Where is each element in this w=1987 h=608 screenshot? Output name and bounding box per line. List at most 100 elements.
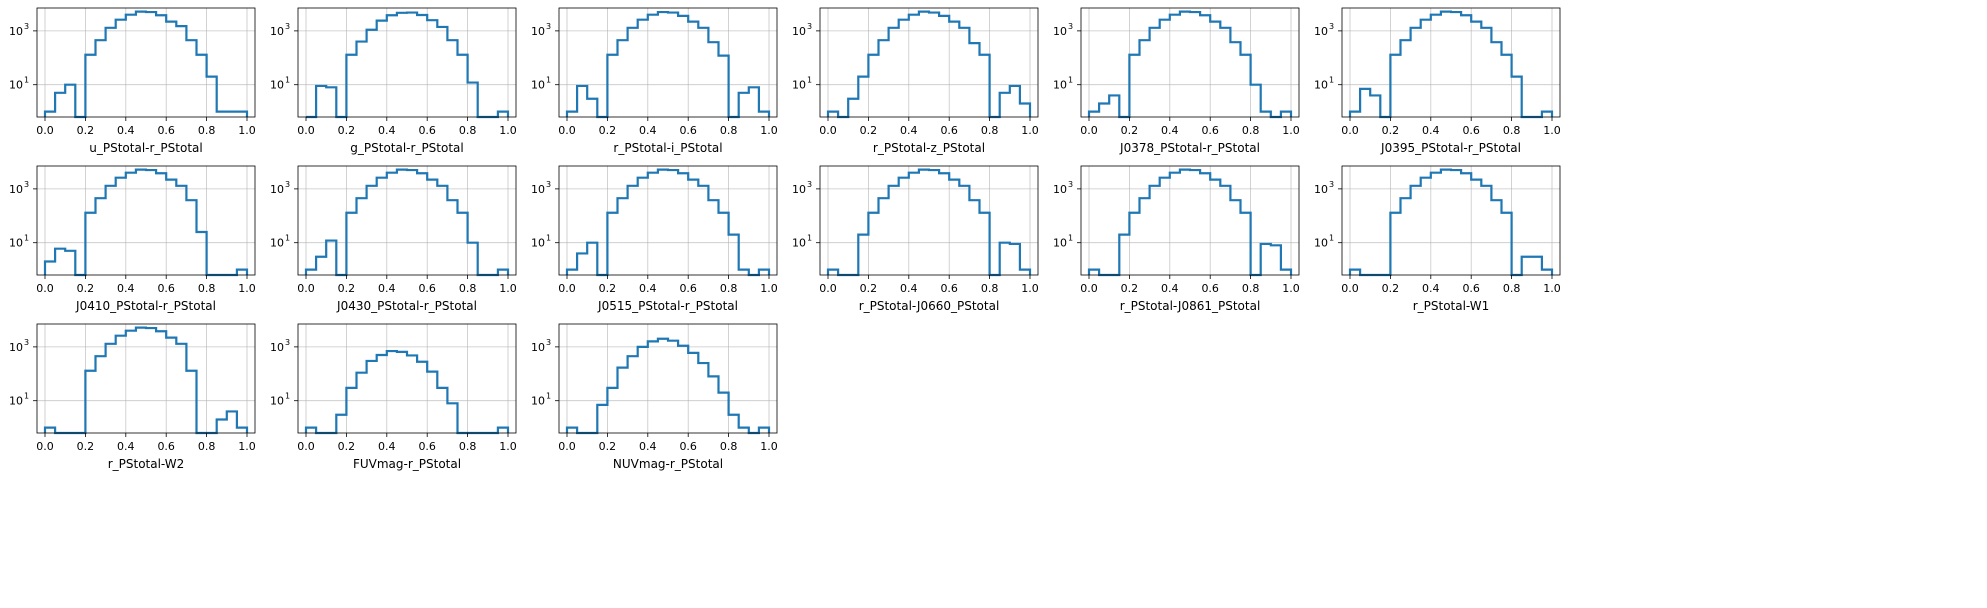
x-tick-label: 0.6 (679, 440, 697, 453)
histogram-step-line (43, 168, 249, 277)
y-tick-label: 10 (9, 25, 23, 38)
histogram-panel-7: 0.0 0.2 0.4 0.6 0.8 1.010 110 3J0410_PStotal-r_… (9, 165, 256, 313)
histogram-panel-6: 0.0 0.2 0.4 0.6 0.8 1.010 110 3J0395_PStotal-r_… (1314, 7, 1561, 155)
y-tick-exponent: 3 (24, 338, 29, 347)
x-tick-label: 0.4 (378, 124, 396, 137)
histogram-step-line (1087, 10, 1293, 119)
x-tick-label: 0.0 (36, 282, 54, 295)
x-tick-label: 0.6 (157, 282, 175, 295)
y-tick-label: 10 (1314, 183, 1328, 196)
x-axis-label: r_PStotal-J0861_PStotal (1120, 299, 1261, 313)
axes-frame (558, 165, 778, 276)
x-axis-label: FUVmag-r_PStotal (353, 457, 461, 471)
x-axis-label: r_PStotal-i_PStotal (613, 141, 722, 155)
y-tick-exponent: 3 (1068, 180, 1073, 189)
axes-frame (819, 7, 1039, 118)
x-tick-label: 0.6 (1462, 282, 1480, 295)
y-tick-exponent: 3 (24, 180, 29, 189)
axes-frame (36, 7, 256, 118)
y-tick-label: 10 (792, 237, 806, 250)
x-axis-label: J0430_PStotal-r_PStotal (336, 299, 477, 313)
y-tick-label: 10 (9, 237, 23, 250)
x-tick-label: 0.2 (77, 124, 95, 137)
x-tick-label: 1.0 (238, 282, 256, 295)
y-tick-label: 10 (1314, 79, 1328, 92)
x-tick-label: 0.4 (117, 124, 135, 137)
x-tick-label: 0.4 (1422, 124, 1440, 137)
x-tick-label: 0.4 (1161, 124, 1179, 137)
y-tick-label: 10 (9, 79, 23, 92)
x-tick-label: 0.6 (418, 282, 436, 295)
x-tick-label: 0.8 (198, 440, 216, 453)
y-tick-exponent: 1 (1068, 76, 1073, 85)
x-tick-label: 0.6 (1462, 124, 1480, 137)
x-tick-label: 0.8 (720, 440, 738, 453)
x-tick-label: 0.0 (36, 440, 54, 453)
x-tick-label: 0.0 (819, 282, 837, 295)
x-tick-label: 1.0 (499, 124, 517, 137)
y-tick-exponent: 3 (1329, 22, 1334, 31)
x-tick-label: 1.0 (760, 124, 778, 137)
x-tick-label: 0.2 (599, 440, 617, 453)
histogram-step-line (826, 10, 1032, 119)
x-tick-label: 0.8 (1242, 124, 1260, 137)
y-tick-label: 10 (1314, 25, 1328, 38)
x-tick-label: 0.2 (1121, 124, 1139, 137)
x-tick-label: 1.0 (1021, 282, 1039, 295)
histogram-step-line (1348, 168, 1554, 277)
y-tick-exponent: 3 (807, 22, 812, 31)
y-tick-exponent: 1 (807, 76, 812, 85)
x-tick-label: 0.8 (1503, 282, 1521, 295)
x-tick-label: 0.8 (459, 440, 477, 453)
y-tick-exponent: 3 (285, 338, 290, 347)
x-tick-label: 0.0 (558, 124, 576, 137)
histogram-step-line (304, 168, 510, 277)
x-tick-label: 0.2 (77, 282, 95, 295)
x-tick-label: 0.4 (639, 124, 657, 137)
x-tick-label: 0.0 (1080, 124, 1098, 137)
x-tick-label: 1.0 (1282, 124, 1300, 137)
x-tick-label: 0.8 (981, 124, 999, 137)
y-tick-exponent: 1 (546, 76, 551, 85)
y-tick-exponent: 1 (24, 392, 29, 401)
x-tick-label: 1.0 (1543, 282, 1561, 295)
y-tick-exponent: 1 (1068, 234, 1073, 243)
y-tick-label: 10 (531, 25, 545, 38)
x-tick-label: 0.0 (558, 282, 576, 295)
x-tick-label: 0.0 (36, 124, 54, 137)
x-tick-label: 0.4 (378, 282, 396, 295)
y-tick-label: 10 (270, 25, 284, 38)
x-axis-label: J0395_PStotal-r_PStotal (1380, 141, 1521, 155)
histogram-step-line (565, 337, 771, 435)
x-tick-label: 0.0 (819, 124, 837, 137)
x-tick-label: 0.4 (639, 440, 657, 453)
histogram-step-line (565, 10, 771, 119)
y-tick-label: 10 (792, 183, 806, 196)
x-tick-label: 0.2 (860, 282, 878, 295)
y-tick-label: 10 (792, 79, 806, 92)
x-tick-label: 0.6 (1201, 124, 1219, 137)
x-tick-label: 1.0 (760, 282, 778, 295)
x-tick-label: 0.8 (198, 124, 216, 137)
x-tick-label: 0.8 (981, 282, 999, 295)
x-tick-label: 0.2 (860, 124, 878, 137)
x-tick-label: 0.2 (599, 282, 617, 295)
histogram-step-line (1348, 10, 1554, 119)
axes-frame (558, 323, 778, 434)
axes-frame (297, 165, 517, 276)
x-tick-label: 0.2 (1382, 282, 1400, 295)
axes-frame (558, 7, 778, 118)
x-tick-label: 0.0 (1080, 282, 1098, 295)
x-tick-label: 1.0 (499, 282, 517, 295)
x-axis-label: J0515_PStotal-r_PStotal (597, 299, 738, 313)
x-tick-label: 0.2 (338, 440, 356, 453)
histogram-panel-1: 0.0 0.2 0.4 0.6 0.8 1.010 110 3u_PStotal-r_PSto… (9, 7, 256, 155)
y-tick-label: 10 (9, 183, 23, 196)
histogram-step-line (306, 11, 510, 119)
y-tick-label: 10 (531, 237, 545, 250)
x-tick-label: 0.2 (338, 282, 356, 295)
y-tick-label: 10 (9, 341, 23, 354)
y-tick-exponent: 3 (546, 22, 551, 31)
y-tick-exponent: 1 (285, 234, 290, 243)
